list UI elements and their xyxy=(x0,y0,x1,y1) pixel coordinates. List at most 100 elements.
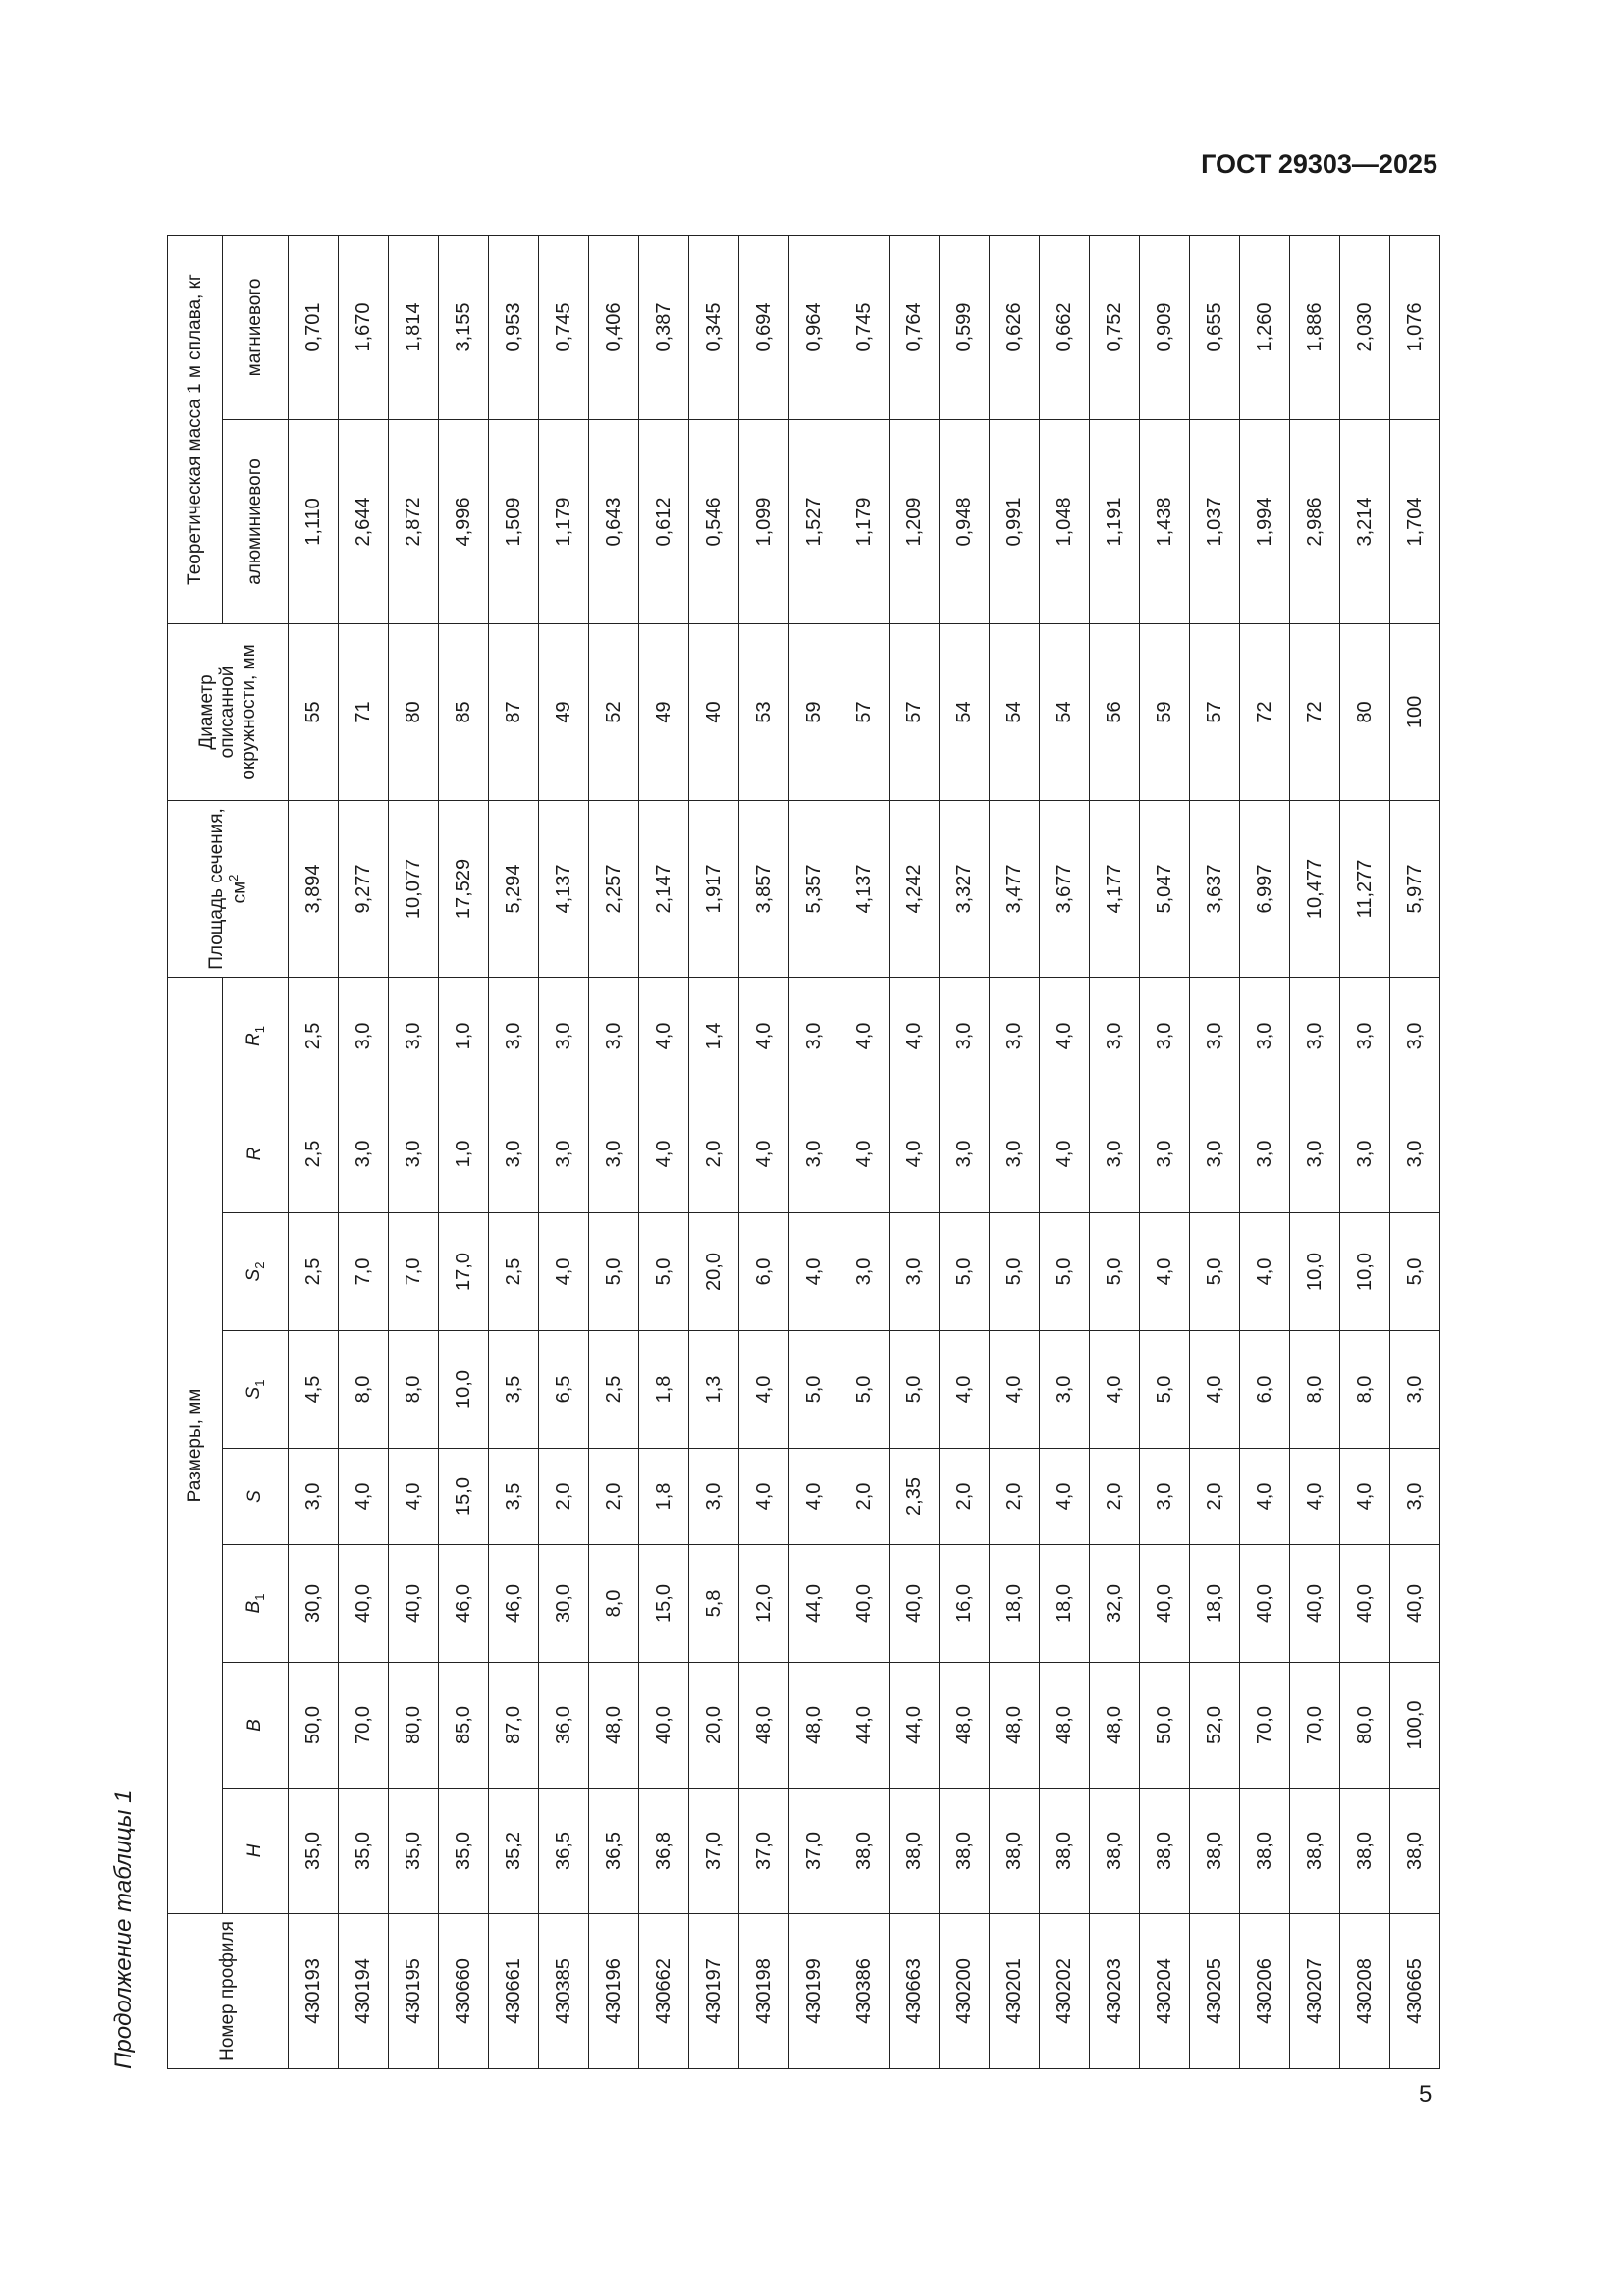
table-cell: 80,0 xyxy=(388,1662,439,1789)
table-cell: 5,0 xyxy=(839,1330,890,1449)
table-cell: 59 xyxy=(788,623,839,801)
table-cell: 38,0 xyxy=(889,1788,940,1914)
table-cell: 37,0 xyxy=(688,1788,739,1914)
table-row: 430201 38,0 48,0 18,0 2,0 4,0 5,0 3,0 3,0 3,477 54… xyxy=(989,235,1040,2069)
table-cell: 4,0 xyxy=(1139,1212,1190,1331)
table-cell: 3,0 xyxy=(1339,1095,1390,1213)
table-cell: 0,745 xyxy=(839,235,890,420)
table-cell: 0,655 xyxy=(1189,235,1240,420)
table-row: 430208 38,0 80,0 40,0 4,0 8,0 10,0 3,0 3,0 11,277… xyxy=(1339,235,1390,2069)
table-cell: 36,8 xyxy=(638,1788,689,1914)
table-cell: 0,612 xyxy=(638,419,689,624)
table-cell: 4,0 xyxy=(738,1448,789,1545)
standard-number: ГОСТ 29303—2025 xyxy=(1201,149,1437,179)
header-cell: Площадь сечения, см2 xyxy=(167,800,289,978)
table-cell: 46,0 xyxy=(438,1544,489,1663)
table-cell: 52,0 xyxy=(1189,1662,1240,1789)
table-cell: 0,662 xyxy=(1039,235,1090,420)
table-cell: 5,0 xyxy=(1139,1330,1190,1449)
table-cell: 11,277 xyxy=(1339,800,1390,978)
table-cell: 0,764 xyxy=(889,235,940,420)
table-cell: 3,0 xyxy=(488,977,539,1095)
table-cell: 8,0 xyxy=(1289,1330,1340,1449)
table-cell: 1,179 xyxy=(839,419,890,624)
table-cell: 0,599 xyxy=(939,235,990,420)
table-row: 430203 38,0 48,0 32,0 2,0 4,0 5,0 3,0 3,0 4,177 56… xyxy=(1089,235,1140,2069)
table-cell: 40,0 xyxy=(338,1544,389,1663)
table-cell: 20,0 xyxy=(688,1662,739,1789)
table-cell: 2,257 xyxy=(588,800,639,978)
table-cell: 35,0 xyxy=(438,1788,489,1914)
table-cell: 9,277 xyxy=(338,800,389,978)
table-cell: 4,0 xyxy=(338,1448,389,1545)
table-cell: 4,0 xyxy=(638,977,689,1095)
table-row: 430196 36,5 48,0 8,0 2,0 2,5 5,0 3,0 3,0 2,257 52 0… xyxy=(588,235,639,2069)
table-cell: 87 xyxy=(488,623,539,801)
table-cell: 1,076 xyxy=(1389,235,1440,420)
table-cell: 87,0 xyxy=(488,1662,539,1789)
table-row: 430206 38,0 70,0 40,0 4,0 6,0 4,0 3,0 3,0 6,997 72… xyxy=(1239,235,1290,2069)
table-cell: 17,529 xyxy=(438,800,489,978)
table-cell: 1,917 xyxy=(688,800,739,978)
table-cell: 35,0 xyxy=(388,1788,439,1914)
table-cell: 44,0 xyxy=(839,1662,890,1789)
table-cell: 3,0 xyxy=(538,977,589,1095)
table-cell: 3,0 xyxy=(388,977,439,1095)
header-cell: S1 xyxy=(222,1330,289,1449)
table-cell: 12,0 xyxy=(738,1544,789,1663)
table-cell: 3,0 xyxy=(889,1212,940,1331)
header-sup: 2 xyxy=(225,874,241,881)
table-cell: 0,953 xyxy=(488,235,539,420)
table-cell: 46,0 xyxy=(488,1544,539,1663)
table-cell: 4,0 xyxy=(839,1095,890,1213)
table-cell: 4,0 xyxy=(738,977,789,1095)
table-cell: 430199 xyxy=(788,1913,839,2069)
table-cell: 0,387 xyxy=(638,235,689,420)
table-cell: 40,0 xyxy=(638,1662,689,1789)
table-cell: 7,0 xyxy=(388,1212,439,1331)
table-cell: 3,0 xyxy=(588,1095,639,1213)
table-cell: 0,643 xyxy=(588,419,639,624)
table-cell: 3,0 xyxy=(788,977,839,1095)
table-cell: 4,0 xyxy=(939,1330,990,1449)
table-cell: 0,546 xyxy=(688,419,739,624)
table-cell: 1,438 xyxy=(1139,419,1190,624)
header-cell: B1 xyxy=(222,1544,289,1663)
table-cell: 0,701 xyxy=(288,235,339,420)
table-cell: 1,4 xyxy=(688,977,739,1095)
table-cell: 38,0 xyxy=(1389,1788,1440,1914)
header-cell: алюминиевого xyxy=(222,419,289,624)
table-cell: 4,0 xyxy=(788,1212,839,1331)
table-cell: 2,5 xyxy=(488,1212,539,1331)
table-cell: 4,0 xyxy=(538,1212,589,1331)
table-cell: 48,0 xyxy=(1089,1662,1140,1789)
header-symbol: B xyxy=(243,1600,264,1614)
table-cell: 5,0 xyxy=(939,1212,990,1331)
table-cell: 4,5 xyxy=(288,1330,339,1449)
table-cell: 1,191 xyxy=(1089,419,1140,624)
table-cell: 40,0 xyxy=(1339,1544,1390,1663)
table-cell: 1,509 xyxy=(488,419,539,624)
table-cell: 15,0 xyxy=(438,1448,489,1545)
table-cell: 32,0 xyxy=(1089,1544,1140,1663)
table-cell: 72 xyxy=(1239,623,1290,801)
table-cell: 430662 xyxy=(638,1913,689,2069)
table-cell: 3,0 xyxy=(1039,1330,1090,1449)
table-row: 430197 37,0 20,0 5,8 3,0 1,3 20,0 2,0 1,4 1,917 40… xyxy=(688,235,739,2069)
table-cell: 5,0 xyxy=(1389,1212,1440,1331)
table-cell: 85 xyxy=(438,623,489,801)
table-cell: 57 xyxy=(1189,623,1240,801)
table-cell: 5,0 xyxy=(788,1330,839,1449)
table-cell: 3,0 xyxy=(488,1095,539,1213)
table-wrap: Номер профиля Размеры, мм Площадь сечени… xyxy=(167,235,1440,2069)
table-cell: 6,0 xyxy=(1239,1330,1290,1449)
table-cell: 1,704 xyxy=(1389,419,1440,624)
table-cell: 3,0 xyxy=(1389,1448,1440,1545)
table-row: 430665 38,0 100,0 40,0 3,0 3,0 5,0 3,0 3,0 5,977 1… xyxy=(1389,235,1440,2069)
table-cell: 4,0 xyxy=(1039,1095,1090,1213)
table-cell: 38,0 xyxy=(1039,1788,1090,1914)
table-cell: 50,0 xyxy=(1139,1662,1190,1789)
table-cell: 3,0 xyxy=(1089,977,1140,1095)
table-cell: 4,0 xyxy=(1089,1330,1140,1449)
